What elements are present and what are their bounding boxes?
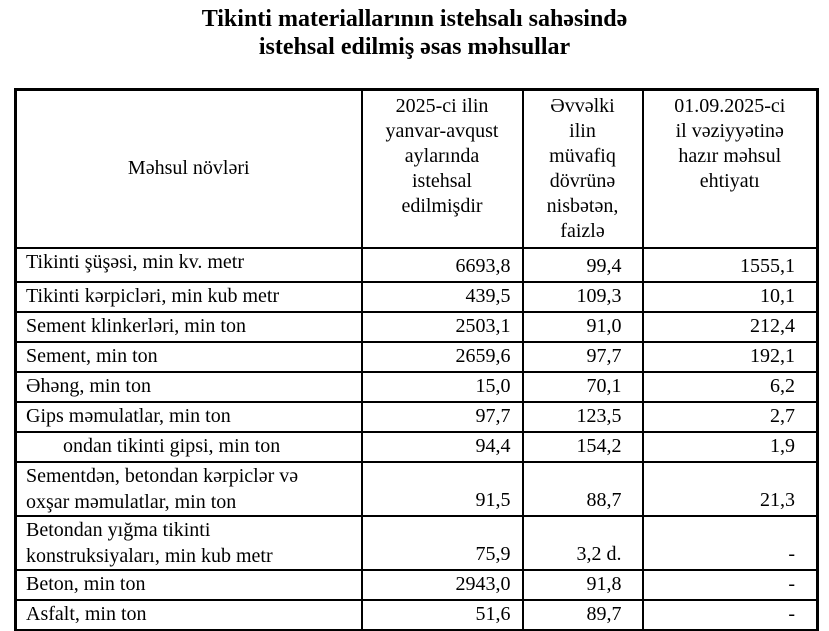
produced-value: 6693,8 bbox=[360, 246, 524, 283]
percent-value: 91,8 bbox=[521, 568, 644, 601]
product-name: Asfalt, min ton bbox=[14, 598, 363, 631]
produced-value: 97,7 bbox=[360, 400, 524, 433]
stock-value: - bbox=[641, 598, 819, 631]
product-name: Tikinti kərpicləri, min kub metr bbox=[14, 280, 363, 313]
percent-value: 123,5 bbox=[521, 400, 644, 433]
stock-value: 2,7 bbox=[641, 400, 819, 433]
table-row: Betondan yığma tikinti konstruksiyaları,… bbox=[14, 514, 819, 571]
table-body: Tikinti şüşəsi, min kv. metr 6693,8 99,4… bbox=[14, 246, 819, 631]
header-row: Məhsul növləri 2025-ci ilin yanvar-avqus… bbox=[14, 88, 819, 249]
produced-value: 2943,0 bbox=[360, 568, 524, 601]
table-row: Tikinti kərpicləri, min kub metr 439,5 1… bbox=[14, 280, 819, 313]
percent-value: 89,7 bbox=[521, 598, 644, 631]
column-header-stock-01-09-2025: 01.09.2025-ci il vəziyyətinə hazır məhsu… bbox=[641, 88, 819, 249]
produced-value: 75,9 bbox=[360, 514, 524, 571]
table-row: Əhəng, min ton 15,0 70,1 6,2 bbox=[14, 370, 819, 403]
product-name: Beton, min ton bbox=[14, 568, 363, 601]
stock-value: 1,9 bbox=[641, 430, 819, 463]
percent-value: 99,4 bbox=[521, 246, 644, 283]
column-header-percent-vs-prev-year: Əvvəlki ilin müvafiq dövrünə nisbətən, f… bbox=[521, 88, 644, 249]
produced-value: 2659,6 bbox=[360, 340, 524, 373]
percent-value: 109,3 bbox=[521, 280, 644, 313]
product-name: Gips məmulatlar, min ton bbox=[14, 400, 363, 433]
percent-value: 70,1 bbox=[521, 370, 644, 403]
table-row: Sement klinkerləri, min ton 2503,1 91,0 … bbox=[14, 310, 819, 343]
product-name: Betondan yığma tikinti konstruksiyaları,… bbox=[14, 514, 363, 571]
product-name: Əhəng, min ton bbox=[14, 370, 363, 403]
produced-value: 2503,1 bbox=[360, 310, 524, 343]
stock-value: - bbox=[641, 514, 819, 571]
table-row: Sement, min ton 2659,6 97,7 192,1 bbox=[14, 340, 819, 373]
products-table: Məhsul növləri 2025-ci ilin yanvar-avqus… bbox=[14, 88, 819, 631]
percent-value: 97,7 bbox=[521, 340, 644, 373]
product-name: Sement klinkerləri, min ton bbox=[14, 310, 363, 343]
table-row: Tikinti şüşəsi, min kv. metr 6693,8 99,4… bbox=[14, 246, 819, 283]
table-row: Asfalt, min ton 51,6 89,7 - bbox=[14, 598, 819, 631]
page-title: Tikinti materiallarının istehsalı sahəsi… bbox=[201, 6, 628, 60]
produced-value: 51,6 bbox=[360, 598, 524, 631]
produced-value: 15,0 bbox=[360, 370, 524, 403]
stock-value: 212,4 bbox=[641, 310, 819, 343]
stock-value: 21,3 bbox=[641, 460, 819, 517]
stock-value: 10,1 bbox=[641, 280, 819, 313]
produced-value: 439,5 bbox=[360, 280, 524, 313]
table-row: Sementdən, betondan kərpiclər və oxşar m… bbox=[14, 460, 819, 517]
produced-value: 91,5 bbox=[360, 460, 524, 517]
produced-value: 94,4 bbox=[360, 430, 524, 463]
percent-value: 91,0 bbox=[521, 310, 644, 343]
table-row: Gips məmulatlar, min ton 97,7 123,5 2,7 bbox=[14, 400, 819, 433]
product-name: ondan tikinti gipsi, min ton bbox=[14, 430, 363, 463]
percent-value: 88,7 bbox=[521, 460, 644, 517]
stock-value: 6,2 bbox=[641, 370, 819, 403]
percent-value: 154,2 bbox=[521, 430, 644, 463]
table-row: ondan tikinti gipsi, min ton 94,4 154,2 … bbox=[14, 430, 819, 463]
stock-value: 1555,1 bbox=[641, 246, 819, 283]
product-name: Sementdən, betondan kərpiclər və oxşar m… bbox=[14, 460, 363, 517]
stock-value: 192,1 bbox=[641, 340, 819, 373]
percent-value: 3,2 d. bbox=[521, 514, 644, 571]
column-header-produced-jan-aug-2025: 2025-ci ilin yanvar-avqust aylarında ist… bbox=[360, 88, 524, 249]
product-name: Tikinti şüşəsi, min kv. metr bbox=[14, 246, 363, 283]
product-name: Sement, min ton bbox=[14, 340, 363, 373]
column-header-product-types: Məhsul növləri bbox=[14, 88, 363, 249]
table-row: Beton, min ton 2943,0 91,8 - bbox=[14, 568, 819, 601]
stock-value: - bbox=[641, 568, 819, 601]
